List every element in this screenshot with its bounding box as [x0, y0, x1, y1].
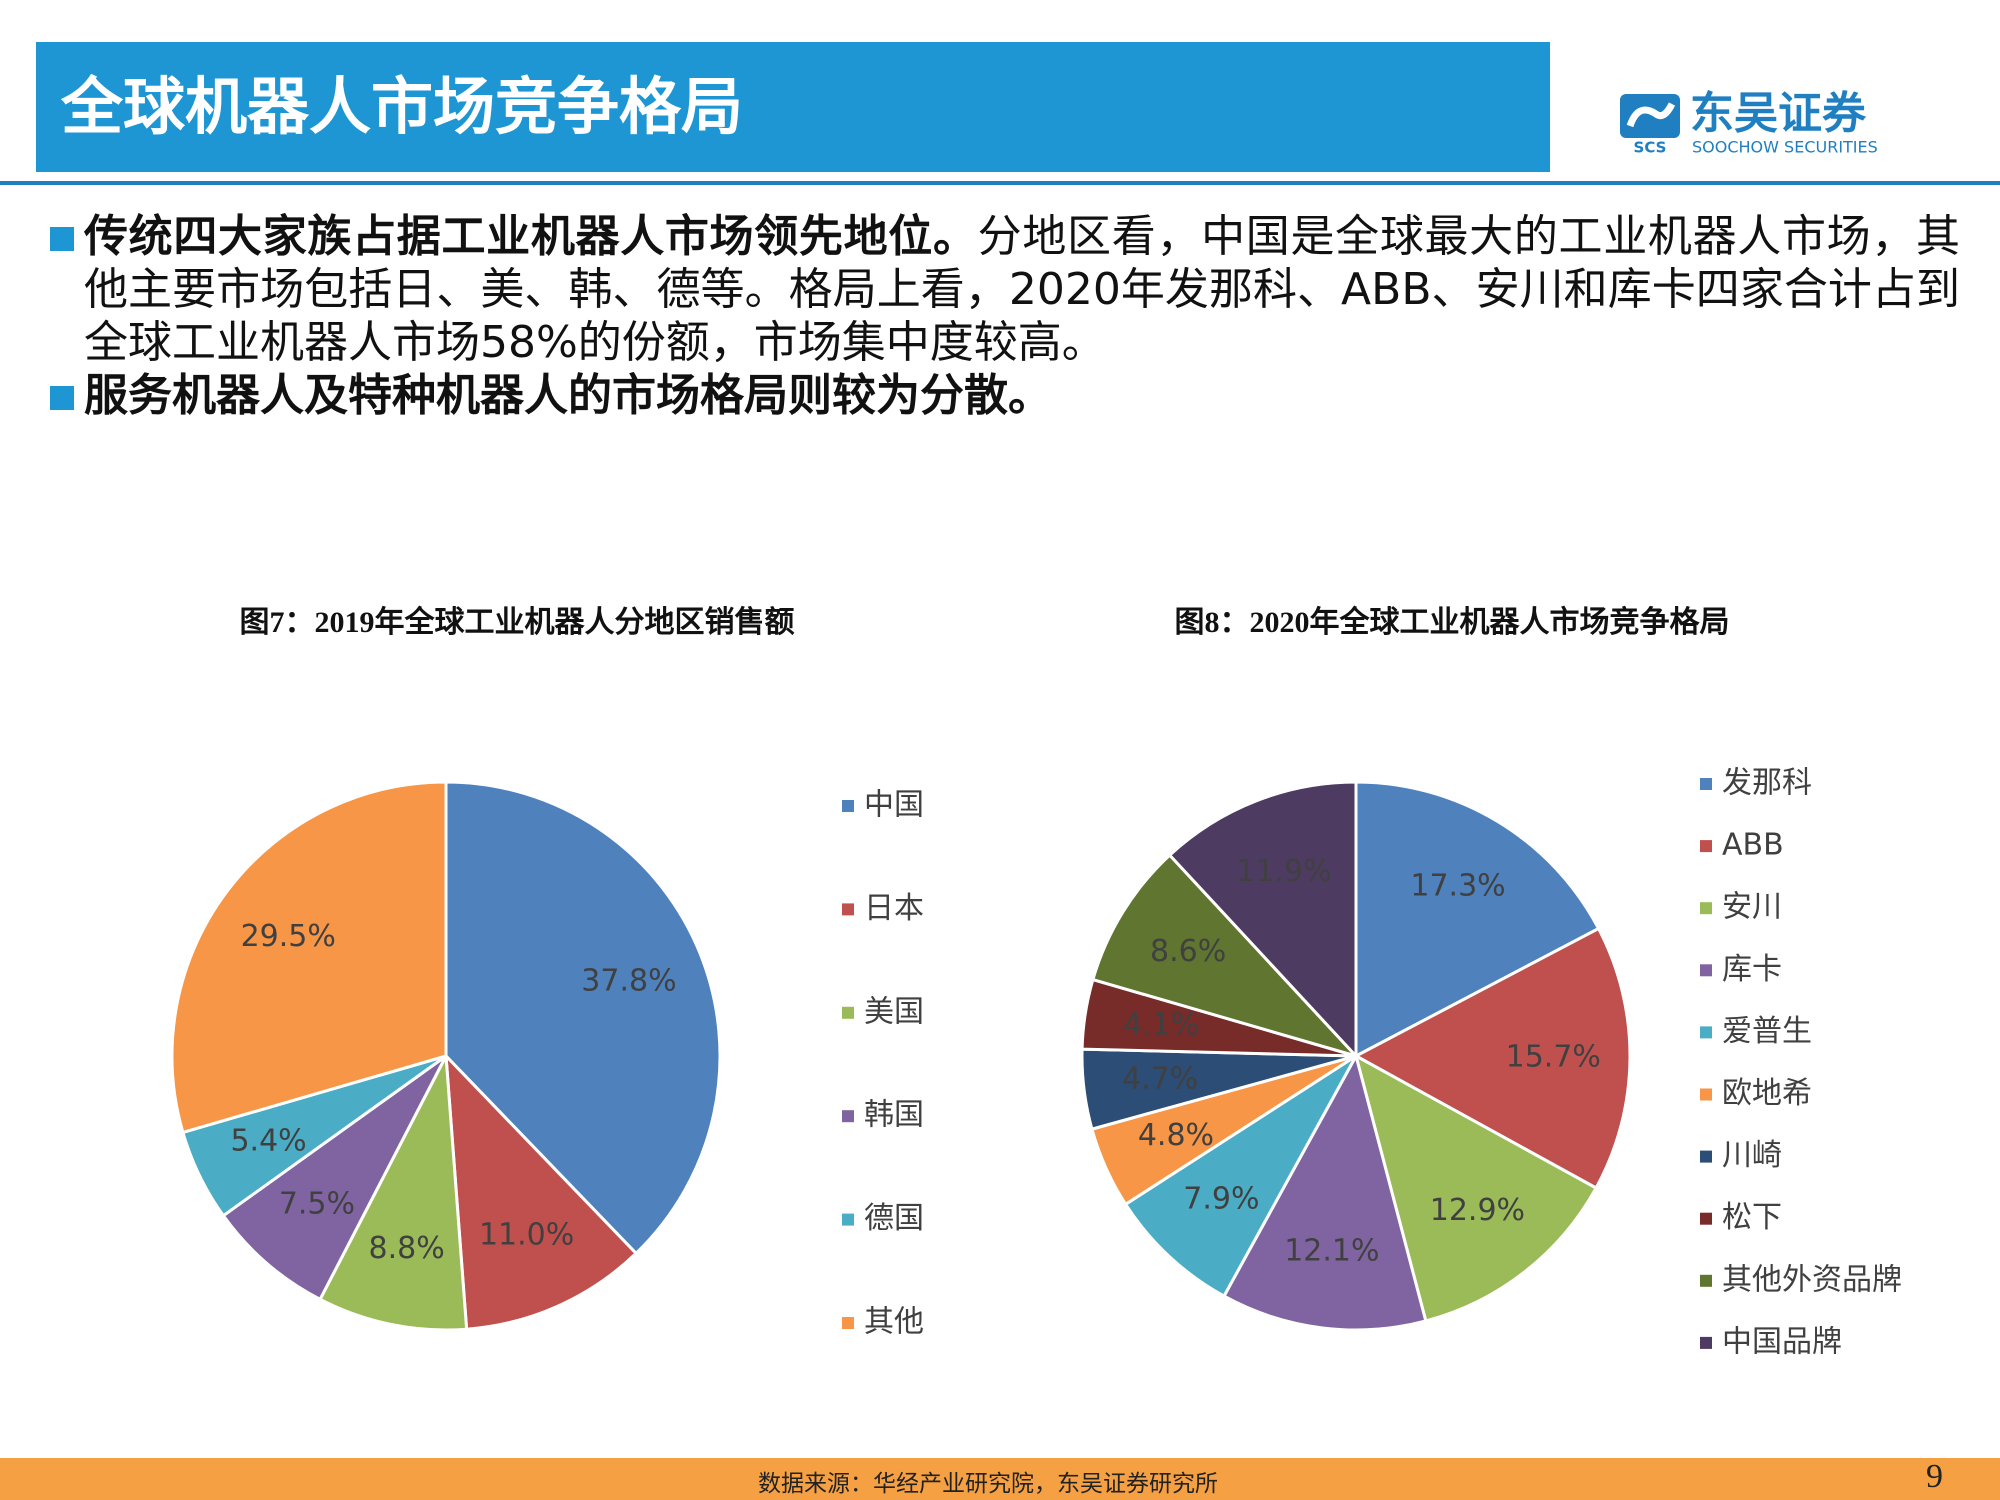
legend-marker: [1700, 1150, 1712, 1163]
data-label: 8.6%: [1150, 934, 1226, 969]
legend-marker: [1700, 902, 1712, 915]
legend-label: 中国: [864, 788, 924, 823]
pie-slice: [444, 1051, 639, 1331]
pie-slice: [1353, 1053, 1599, 1323]
legend-label: 德国: [864, 1201, 924, 1236]
legend-label: 其他: [864, 1305, 924, 1340]
legend-marker: [842, 800, 854, 812]
logo-name: 东吴证券: [1690, 88, 1867, 139]
bullet: 服务机器人及特种机器人的市场格局则较为分散。: [50, 369, 1960, 422]
pie-slice: [1354, 780, 1601, 1059]
legend-marker: [1700, 1088, 1712, 1101]
data-label: 4.8%: [1138, 1118, 1214, 1153]
legend-marker: [1700, 840, 1712, 853]
bullet: 传统四大家族占据工业机器人市场领先地位。分地区看，中国是全球最大的工业机器人市场…: [50, 210, 1960, 369]
logo-icon: [1620, 94, 1680, 138]
legend-label: ABB: [1722, 828, 1784, 863]
data-label: 7.5%: [279, 1187, 355, 1222]
bullet-bold: 传统四大家族占据工业机器人市场领先地位。: [84, 211, 978, 262]
legend-marker: [842, 1110, 854, 1123]
pie-slice: [1167, 780, 1358, 1060]
data-label: 8.8%: [368, 1231, 444, 1266]
bullet-text: 传统四大家族占据工业机器人市场领先地位。分地区看，中国是全球最大的工业机器人市场…: [84, 210, 1960, 369]
legend-label: 川崎: [1722, 1138, 1782, 1173]
data-label: 7.9%: [1183, 1182, 1259, 1217]
data-label: 11.0%: [479, 1218, 574, 1253]
data-label: 12.9%: [1430, 1193, 1525, 1228]
page-number: 9: [1926, 1458, 1943, 1495]
data-label: 11.9%: [1236, 854, 1331, 889]
data-label: 15.7%: [1506, 1039, 1601, 1074]
pie-slice: [1352, 926, 1632, 1191]
data-label: 12.1%: [1284, 1233, 1379, 1268]
footer: 数据来源：华经产业研究院，东吴证券研究所 9: [0, 1458, 2000, 1500]
legend-marker: [842, 1213, 854, 1226]
pie-slice: [1091, 852, 1361, 1059]
bullet-body: 分地区看，中国是全球最大的工业机器人市场，其他主要市场包括日、美、韩、德等。格局…: [84, 211, 1961, 368]
legend-label: 欧地希: [1722, 1076, 1812, 1111]
legend-marker: [1700, 1026, 1712, 1039]
pie-slice: [170, 780, 448, 1135]
pie-slice: [444, 780, 722, 1256]
chart-title: 图8：2020年全球工业机器人市场竞争格局: [1175, 605, 1730, 639]
header-title: 全球机器人市场竞争格局: [61, 70, 744, 143]
pie-slice: [221, 1054, 448, 1302]
data-label: 4.1%: [1123, 1007, 1199, 1042]
legend-label: 松下: [1722, 1200, 1782, 1235]
pie-slice: [1221, 1051, 1428, 1332]
legend-label: 安川: [1722, 890, 1782, 925]
legend-marker: [1700, 1274, 1712, 1287]
data-label: 5.4%: [230, 1124, 306, 1159]
data-label: 29.5%: [241, 919, 336, 954]
legend-label: 爱普生: [1722, 1014, 1812, 1049]
legend-label: 中国品牌: [1722, 1324, 1842, 1359]
legend-label: 其他外资品牌: [1722, 1262, 1902, 1297]
legend-label: 韩国: [864, 1098, 924, 1133]
logo: SCS 东吴证券 SOOCHOW SECURITIES: [1620, 88, 1878, 157]
legend-marker: [1700, 1336, 1712, 1349]
logo-sub: SOOCHOW SECURITIES: [1692, 138, 1878, 157]
pie-slice: [1123, 1054, 1358, 1299]
legend-label: 日本: [864, 891, 924, 926]
bullet-bold: 服务机器人及特种机器人的市场格局则较为分散。: [84, 370, 1052, 421]
bullet-marker: [50, 386, 74, 410]
legend-label: 发那科: [1722, 766, 1812, 801]
bullet-marker: [50, 227, 74, 251]
charts: 图7：2019年全球工业机器人分地区销售额 37.8% 11.0% 8.8% 7.5% 5…: [170, 605, 1902, 1359]
data-label: 17.3%: [1410, 869, 1505, 904]
header-bar: 全球机器人市场竞争格局: [36, 42, 1550, 172]
header-rule: [0, 181, 2000, 185]
legend-marker: [842, 903, 854, 916]
legend-label: 美国: [864, 994, 924, 1029]
pie-slice: [318, 1050, 469, 1332]
bullet-text: 服务机器人及特种机器人的市场格局则较为分散。: [84, 369, 1960, 422]
logo-abbr: SCS: [1634, 139, 1667, 157]
data-label: 4.7%: [1122, 1062, 1198, 1097]
legend-marker: [842, 1317, 854, 1329]
data-label: 37.8%: [581, 964, 676, 999]
legend-marker: [1700, 964, 1712, 977]
legend-marker: [1700, 1212, 1712, 1225]
footer-source: 数据来源：华经产业研究院，东吴证券研究所: [758, 1471, 1218, 1497]
legend-label: 库卡: [1722, 952, 1782, 987]
legend-marker: [1700, 778, 1712, 790]
legend-marker: [842, 1006, 854, 1019]
chart-title: 图7：2019年全球工业机器人分地区销售额: [240, 605, 795, 639]
logo-swirl: [1626, 102, 1676, 128]
